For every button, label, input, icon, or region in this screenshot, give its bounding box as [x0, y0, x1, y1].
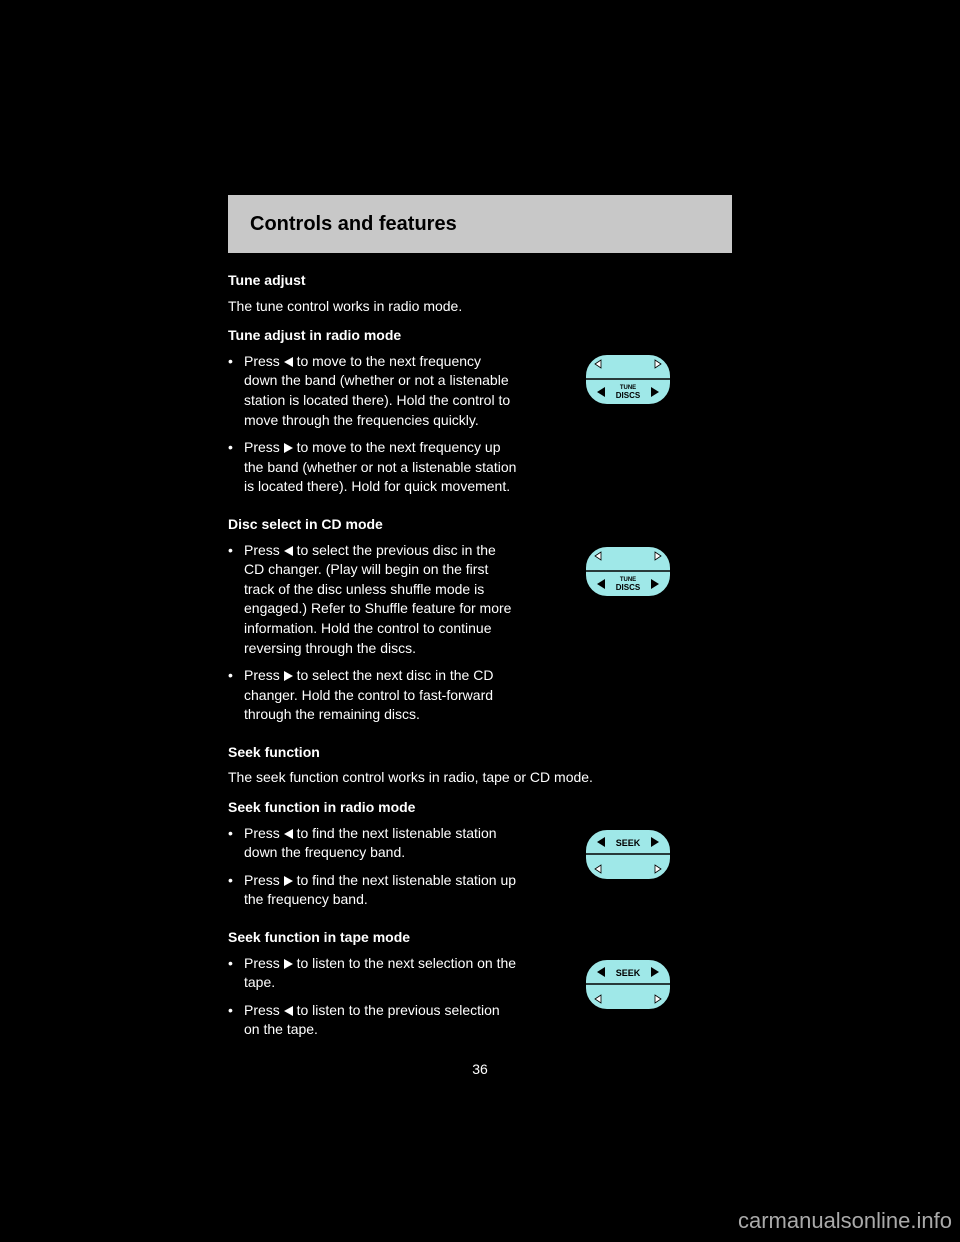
- bullet-dot-icon: •: [228, 438, 244, 497]
- seek-b3-text: Press to listen to the next selection on…: [244, 954, 518, 993]
- tune-subhead-cd: Disc select in CD mode: [228, 515, 732, 535]
- tune-label-bottom: DISCS: [616, 391, 641, 400]
- tune-subhead-radio: Tune adjust in radio mode: [228, 326, 732, 346]
- seek-intro: The seek function control works in radio…: [228, 768, 732, 788]
- triangle-left-icon: [284, 829, 293, 839]
- bullet-dot-icon: •: [228, 824, 244, 863]
- seek-graphic-1: SEEK: [528, 824, 728, 918]
- seek-bullet-1: • Press to find the next listenable stat…: [228, 824, 518, 863]
- seek-subhead-tape: Seek function in tape mode: [228, 928, 732, 948]
- seek-b4a: Press: [244, 1002, 280, 1018]
- seek-button-outlined-icon: SEEK: [579, 954, 677, 1016]
- seek-bullet-2: • Press to find the next listenable stat…: [228, 871, 518, 910]
- tune-bullet-3: • Press to select the previous disc in t…: [228, 541, 518, 659]
- tune-discs-button-outlined-icon: TUNE DISCS: [579, 541, 677, 603]
- tune-b1-text: Press to move to the next frequency down…: [244, 352, 518, 430]
- triangle-right-icon: [284, 443, 293, 453]
- triangle-right-icon: [284, 876, 293, 886]
- seek-b4-text: Press to listen to the previous selectio…: [244, 1001, 518, 1040]
- seek-button-outlined-icon: SEEK: [579, 824, 677, 886]
- tune-intro: The tune control works in radio mode.: [228, 297, 732, 317]
- bullet-dot-icon: •: [228, 666, 244, 725]
- svg-text:SEEK: SEEK: [616, 838, 641, 848]
- manual-page: Controls and features Tune adjust The tu…: [228, 195, 732, 1047]
- triangle-left-icon: [284, 546, 293, 556]
- bullet-dot-icon: •: [228, 352, 244, 430]
- section-header: Controls and features: [228, 195, 732, 253]
- section-title: Controls and features: [250, 213, 457, 236]
- tune-discs-button-icon: TUNE DISCS: [583, 352, 673, 407]
- tune-row-1: • Press to move to the next frequency do…: [228, 352, 732, 505]
- tune-heading: Tune adjust: [228, 271, 732, 291]
- tune-row-2: • Press to select the previous disc in t…: [228, 541, 732, 733]
- svg-text:SEEK: SEEK: [616, 968, 641, 978]
- watermark-text: carmanualsonline.info: [738, 1208, 952, 1234]
- seek-graphic-2: SEEK: [528, 954, 728, 1048]
- tune-text-1: • Press to move to the next frequency do…: [228, 352, 528, 505]
- bullet-dot-icon: •: [228, 541, 244, 659]
- tune-b4-text: Press to select the next disc in the CD …: [244, 666, 518, 725]
- tune-b2-text: Press to move to the next frequency up t…: [244, 438, 518, 497]
- triangle-right-icon: [284, 959, 293, 969]
- page-content: Tune adjust The tune control works in ra…: [228, 253, 732, 1080]
- tune-b3-text: Press to select the previous disc in the…: [244, 541, 518, 659]
- tune-graphic-1: TUNE DISCS: [528, 352, 728, 505]
- tune-bullet-2: • Press to move to the next frequency up…: [228, 438, 518, 497]
- tune-text-2: • Press to select the previous disc in t…: [228, 541, 528, 733]
- seek-bullet-3: • Press to listen to the next selection …: [228, 954, 518, 993]
- tune-b1a: Press: [244, 353, 280, 369]
- seek-subhead-radio: Seek function in radio mode: [228, 798, 732, 818]
- seek-row-1: • Press to find the next listenable stat…: [228, 824, 732, 918]
- triangle-left-icon: [284, 1006, 293, 1016]
- bullet-dot-icon: •: [228, 871, 244, 910]
- tune-b3a: Press: [244, 542, 280, 558]
- tune-b4b: to select the next disc in the CD change…: [244, 667, 493, 722]
- svg-text:DISCS: DISCS: [616, 583, 641, 592]
- seek-b1-text: Press to find the next listenable statio…: [244, 824, 518, 863]
- seek-b1b: to find the next listenable station down…: [244, 825, 497, 861]
- seek-row-2: • Press to listen to the next selection …: [228, 954, 732, 1048]
- tune-b2a: Press: [244, 439, 280, 455]
- tune-bullet-1: • Press to move to the next frequency do…: [228, 352, 518, 430]
- seek-b4b: to listen to the previous selection on t…: [244, 1002, 500, 1038]
- bullet-dot-icon: •: [228, 954, 244, 993]
- triangle-left-icon: [284, 357, 293, 367]
- seek-bullet-4: • Press to listen to the previous select…: [228, 1001, 518, 1040]
- seek-b1a: Press: [244, 825, 280, 841]
- seek-b2-text: Press to find the next listenable statio…: [244, 871, 518, 910]
- seek-heading: Seek function: [228, 743, 732, 763]
- seek-b3a: Press: [244, 955, 280, 971]
- bullet-dot-icon: •: [228, 1001, 244, 1040]
- seek-b2a: Press: [244, 872, 280, 888]
- tune-bullet-4: • Press to select the next disc in the C…: [228, 666, 518, 725]
- tune-b3b: to select the previous disc in the CD ch…: [244, 542, 511, 656]
- triangle-right-icon: [284, 671, 293, 681]
- seek-text-2: • Press to listen to the next selection …: [228, 954, 528, 1048]
- tune-graphic-2: TUNE DISCS: [528, 541, 728, 733]
- tune-b4a: Press: [244, 667, 280, 683]
- page-number: 36: [228, 1060, 732, 1080]
- seek-text-1: • Press to find the next listenable stat…: [228, 824, 528, 918]
